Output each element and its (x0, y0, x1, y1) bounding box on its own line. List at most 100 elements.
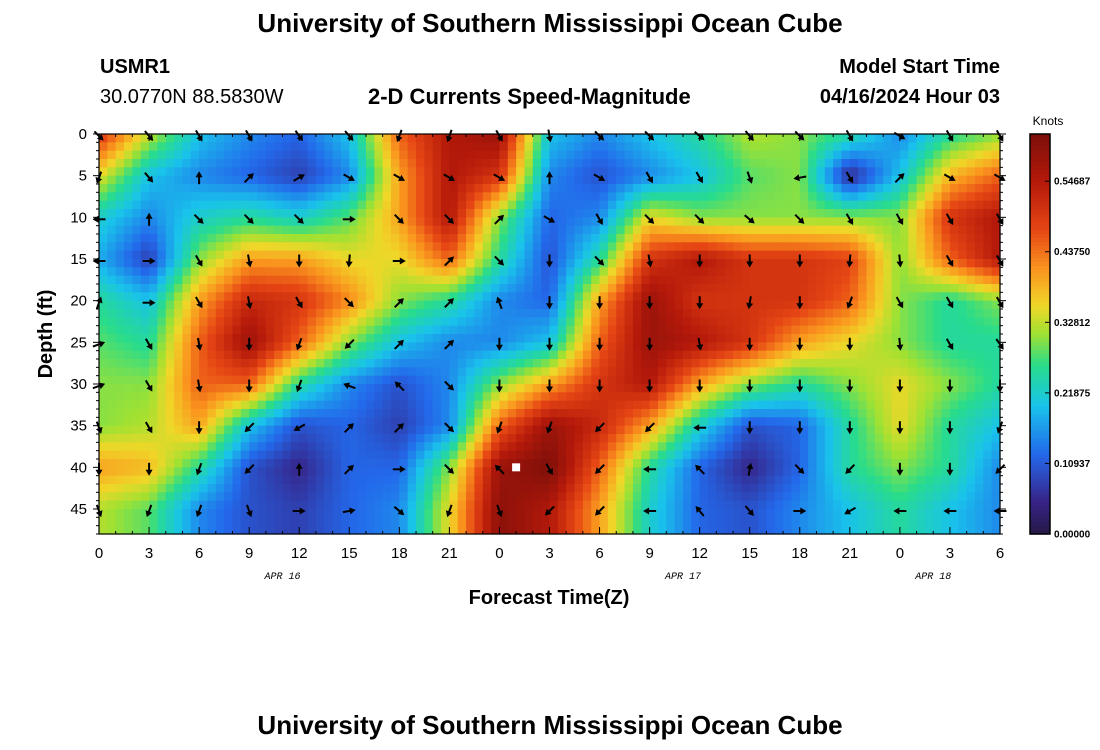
heat-cell (774, 425, 784, 435)
heat-cell (783, 400, 793, 410)
heat-cell (324, 184, 334, 193)
heat-cell (491, 509, 501, 518)
heat-cell (416, 459, 425, 468)
heat-cell (933, 334, 943, 343)
heat-cell (307, 475, 317, 485)
heat-cell (524, 300, 534, 310)
heat-cell (916, 492, 926, 502)
heat-cell (691, 267, 701, 277)
heat-cell (532, 300, 542, 310)
heat-cell (591, 359, 601, 368)
heat-cell (758, 175, 767, 185)
heat-cell (749, 167, 759, 177)
heat-cell (974, 509, 984, 518)
heat-cell (115, 175, 125, 185)
heat-cell (140, 225, 150, 235)
heat-cell (666, 350, 676, 360)
heat-cell (232, 350, 242, 360)
heat-cell (816, 134, 826, 143)
heat-cell (374, 184, 384, 193)
heat-cell (749, 300, 759, 310)
heat-cell (482, 450, 492, 460)
heat-cell (916, 459, 926, 468)
heat-cell (115, 234, 125, 243)
heat-cell (632, 175, 642, 185)
heat-cell (207, 309, 217, 318)
heat-cell (399, 350, 409, 360)
heat-cell (991, 484, 1001, 493)
heat-cell (240, 359, 250, 368)
heat-cell (924, 234, 934, 243)
heat-cell (958, 417, 968, 427)
heat-cell (165, 350, 175, 360)
heat-cell (199, 200, 209, 210)
heat-cell (924, 400, 934, 410)
heat-cell (599, 192, 609, 202)
heat-cell (474, 484, 484, 493)
heat-cell (349, 200, 359, 210)
heat-cell (307, 509, 317, 518)
heat-cell (232, 242, 242, 252)
heat-cell (607, 509, 617, 518)
heat-cell (140, 134, 150, 143)
heat-cell (641, 442, 651, 452)
heat-cell (274, 334, 284, 343)
heat-cell (724, 284, 734, 293)
heat-cell (115, 359, 125, 368)
heat-cell (507, 484, 517, 493)
heat-cell (599, 375, 609, 385)
heat-cell (624, 434, 634, 443)
heat-cell (758, 309, 767, 318)
heat-cell (524, 359, 534, 368)
heat-cell (132, 175, 142, 185)
heat-cell (682, 275, 692, 285)
heat-cell (374, 159, 384, 168)
heat-cell (591, 334, 601, 343)
heat-cell (190, 275, 200, 285)
heat-cell (399, 509, 409, 518)
heat-cell (824, 442, 834, 452)
heat-cell (974, 359, 984, 368)
heat-cell (649, 142, 659, 152)
heat-cell (165, 434, 175, 443)
heat-cell (549, 484, 559, 493)
heat-cell (482, 150, 492, 160)
heat-cell (365, 500, 375, 510)
heat-cell (357, 367, 367, 377)
heat-cell (924, 350, 934, 360)
heat-cell (708, 284, 717, 293)
heat-cell (933, 200, 943, 210)
heat-cell (99, 284, 108, 293)
heat-cell (691, 234, 701, 243)
heat-cell (290, 167, 300, 177)
heat-cell (407, 367, 417, 377)
heat-cell (983, 309, 993, 318)
heat-cell (491, 259, 501, 268)
heat-cell (708, 392, 717, 402)
heat-cell (849, 409, 859, 418)
heat-cell (499, 334, 509, 343)
heat-cell (232, 217, 242, 227)
heat-cell (632, 350, 642, 360)
heat-cell (432, 459, 442, 468)
heat-cell (682, 484, 692, 493)
heat-cell (899, 317, 909, 327)
heat-cell (182, 367, 192, 377)
heat-cell (766, 442, 776, 452)
heat-cell (691, 209, 701, 218)
heat-cell (766, 309, 776, 318)
heat-cell (232, 175, 242, 185)
heat-cell (883, 400, 893, 410)
heat-cell (574, 500, 584, 510)
heat-cell (324, 167, 334, 177)
heat-cell (916, 225, 926, 235)
heat-cell (207, 167, 217, 177)
heat-cell (307, 292, 317, 302)
heat-cell (974, 159, 984, 168)
heat-cell (741, 350, 751, 360)
heat-cell (574, 334, 584, 343)
heat-cell (99, 425, 108, 435)
heat-cell (290, 342, 300, 352)
heat-cell (382, 159, 392, 168)
heat-cell (457, 309, 467, 318)
